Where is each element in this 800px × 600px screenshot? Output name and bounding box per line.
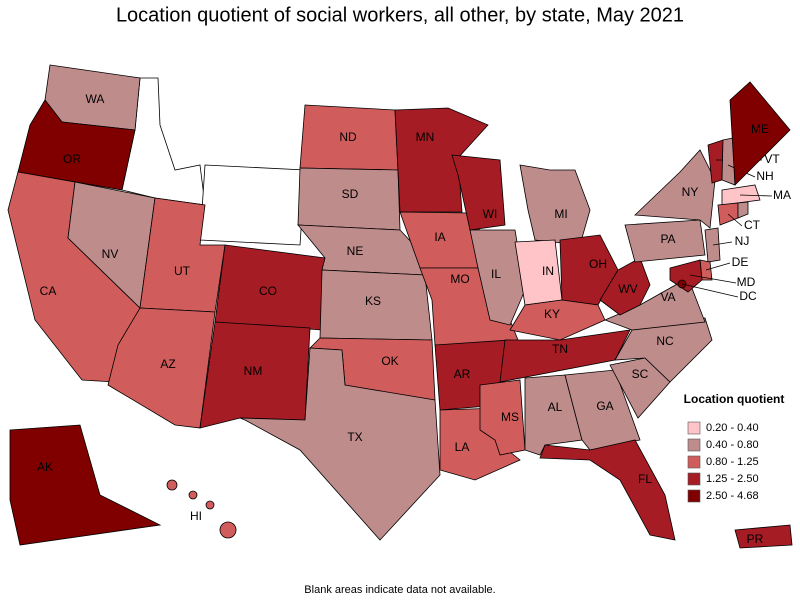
state-label: VT <box>764 152 780 166</box>
state-label: FL <box>638 472 652 486</box>
legend-label: 2.50 - 4.68 <box>706 490 759 502</box>
state-shape <box>737 201 749 219</box>
legend-label: 0.20 - 0.40 <box>706 422 759 434</box>
state-shape <box>519 164 591 246</box>
state-label: NE <box>347 244 364 258</box>
state-label: CO <box>259 284 277 298</box>
state-label: MS <box>501 410 519 424</box>
state-label: CA <box>40 284 57 298</box>
state-label: NJ <box>735 234 750 248</box>
map-title: Location quotient of social workers, all… <box>116 4 684 26</box>
state-label: VA <box>660 290 675 304</box>
state-shape <box>499 329 631 383</box>
legend-swatch <box>687 438 701 452</box>
state-shape <box>734 524 793 549</box>
state-label: MD <box>737 275 756 289</box>
state-shape <box>704 227 721 263</box>
state-shape <box>205 500 215 510</box>
state-shape <box>479 379 526 456</box>
state-shape <box>634 149 716 229</box>
state-label: IA <box>434 230 445 244</box>
state-label: WV <box>618 282 637 296</box>
state-label: IN <box>542 264 554 278</box>
legend-title: Location quotient <box>684 392 785 406</box>
state-label: AZ <box>160 357 175 371</box>
leader-line <box>681 283 739 298</box>
state-label: TX <box>347 430 362 444</box>
state-label: UT <box>174 264 191 278</box>
state-shape <box>188 490 198 500</box>
state-label: WI <box>483 207 498 221</box>
state-label: MN <box>416 130 435 144</box>
state-shape <box>9 424 162 546</box>
state-label: AL <box>548 400 563 414</box>
state-shape <box>599 257 651 316</box>
state-label: AK <box>37 460 53 474</box>
state-shape <box>469 229 526 326</box>
state-shape <box>239 347 441 541</box>
footnote: Blank areas indicate data not available. <box>304 584 495 596</box>
blank-state <box>199 164 306 246</box>
state-label: WA <box>86 92 105 106</box>
state-label: AR <box>454 367 471 381</box>
state-label: ND <box>339 130 357 144</box>
state-label: TN <box>552 342 568 356</box>
state-shape <box>219 521 237 539</box>
state-label: OH <box>589 257 607 271</box>
state-label: HI <box>190 509 202 523</box>
legend-swatch <box>687 472 701 486</box>
state-label: ME <box>751 122 769 136</box>
state-label: KY <box>544 307 560 321</box>
leader-line <box>712 241 733 246</box>
state-label: MO <box>450 272 469 286</box>
state-label: PR <box>747 532 764 546</box>
state-label: CT <box>744 218 761 232</box>
state-label: PA <box>660 232 675 246</box>
legend-swatch <box>687 489 701 503</box>
state-label: NM <box>244 364 263 378</box>
state-label: IL <box>491 267 501 281</box>
state-label: KS <box>365 294 381 308</box>
state-shape <box>166 479 178 491</box>
leader-line <box>739 194 773 197</box>
state-shape <box>107 307 216 429</box>
state-label: OK <box>381 354 398 368</box>
legend-label: 0.80 - 1.25 <box>706 456 759 468</box>
state-shape <box>451 154 506 231</box>
legend-swatch <box>687 421 701 435</box>
state-label: SD <box>342 187 359 201</box>
state-label: GA <box>596 399 613 413</box>
legend-label: 1.25 - 2.50 <box>706 473 759 485</box>
state-label: SC <box>632 367 649 381</box>
state-label: MI <box>554 207 567 221</box>
state-label: DC <box>739 289 757 303</box>
state-label: NY <box>682 185 699 199</box>
state-label: NH <box>756 169 773 183</box>
state-shape <box>539 439 676 541</box>
state-shape <box>729 81 791 186</box>
state-label: OR <box>63 152 81 166</box>
state-label: DE <box>732 255 749 269</box>
state-shape <box>17 99 136 191</box>
legend-swatch <box>687 455 701 469</box>
state-label: NV <box>102 247 119 261</box>
state-shape <box>624 219 706 263</box>
leader-line <box>727 213 743 227</box>
state-label: LA <box>455 440 470 454</box>
leader-line <box>689 274 737 284</box>
leader-line <box>705 262 731 271</box>
state-label: MA <box>773 188 791 202</box>
legend-label: 0.40 - 0.80 <box>706 439 759 451</box>
state-label: NC <box>656 334 674 348</box>
